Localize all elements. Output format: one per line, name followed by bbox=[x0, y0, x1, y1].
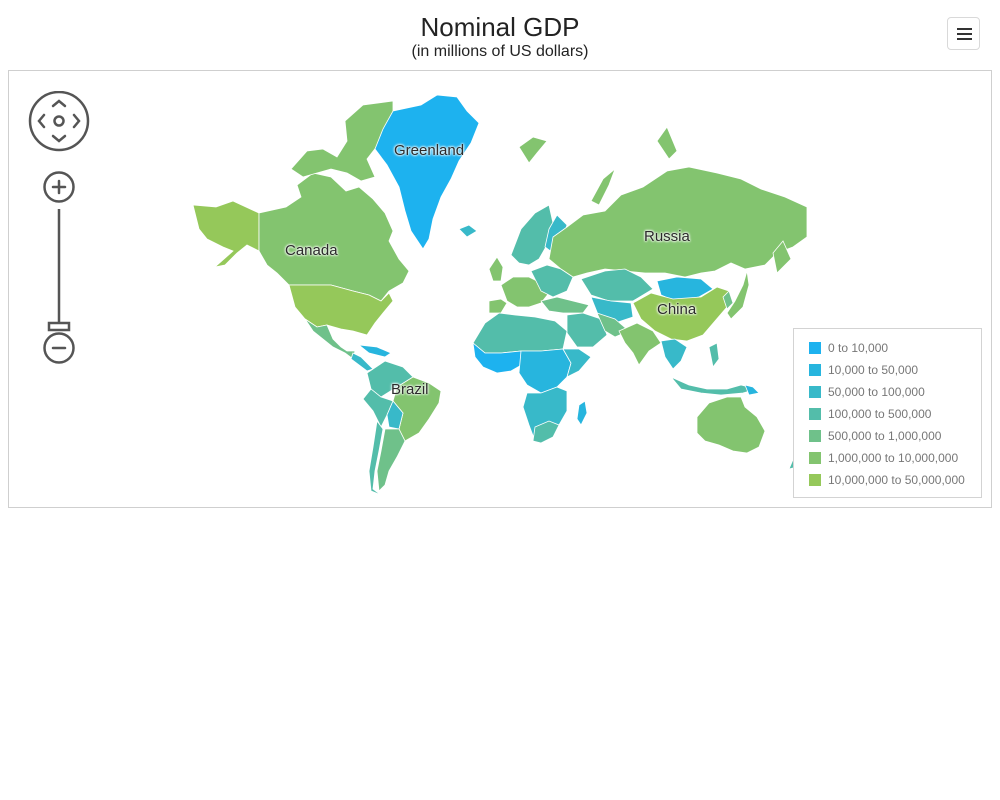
region-korea[interactable] bbox=[722, 290, 734, 310]
plus-icon bbox=[51, 179, 67, 195]
region-west-africa[interactable] bbox=[472, 342, 526, 374]
legend-swatch bbox=[809, 386, 821, 398]
legend-swatch bbox=[809, 342, 821, 354]
region-alaska[interactable] bbox=[192, 200, 260, 268]
region-uk[interactable] bbox=[488, 256, 504, 282]
region-indonesia[interactable] bbox=[670, 376, 759, 396]
label-russia: Russia bbox=[644, 228, 690, 245]
region-madagascar[interactable] bbox=[576, 400, 588, 426]
region-mexico[interactable] bbox=[304, 318, 356, 360]
legend-swatch bbox=[809, 408, 821, 420]
label-greenland: Greenland bbox=[394, 142, 465, 159]
region-peru[interactable] bbox=[362, 388, 394, 428]
legend-swatch bbox=[809, 430, 821, 442]
region-china[interactable] bbox=[632, 286, 730, 342]
region-canada[interactable] bbox=[258, 172, 410, 302]
region-svalbard[interactable] bbox=[518, 136, 548, 164]
region-southeast-asia[interactable] bbox=[660, 338, 688, 370]
region-caribbean[interactable] bbox=[357, 344, 392, 358]
region-north-africa[interactable] bbox=[472, 312, 568, 354]
region-argentina[interactable] bbox=[376, 428, 406, 492]
region-arctic-islands[interactable] bbox=[290, 100, 394, 182]
zoom-in-button[interactable] bbox=[43, 171, 75, 203]
region-middle-east[interactable] bbox=[566, 312, 608, 348]
label-china: China bbox=[657, 301, 697, 318]
region-central-america[interactable] bbox=[350, 352, 374, 372]
map-subtitle: (in millions of US dollars) bbox=[411, 43, 589, 60]
hamburger-menu-icon bbox=[957, 28, 972, 30]
region-iceland[interactable] bbox=[458, 224, 478, 238]
region-chile[interactable] bbox=[368, 419, 384, 496]
label-brazil: Brazil bbox=[391, 381, 429, 398]
world-map[interactable] bbox=[9, 71, 991, 507]
region-scandinavia[interactable] bbox=[510, 204, 554, 266]
region-india[interactable] bbox=[618, 322, 662, 366]
pan-control[interactable] bbox=[28, 91, 92, 155]
pan-arrows-icon bbox=[37, 99, 81, 143]
region-australia[interactable] bbox=[696, 396, 766, 454]
region-greenland[interactable] bbox=[374, 94, 480, 250]
region-novaya-zemlya[interactable] bbox=[590, 167, 616, 206]
region-russia[interactable] bbox=[548, 166, 808, 278]
region-iberia[interactable] bbox=[488, 298, 508, 314]
map-container[interactable] bbox=[8, 70, 992, 508]
legend-swatch bbox=[809, 474, 821, 486]
region-arctic-russia[interactable] bbox=[656, 126, 678, 160]
region-balkans-turkey[interactable] bbox=[540, 296, 590, 314]
map-legend: 0 to 10,000 10,000 to 50,000 50,000 to 1… bbox=[793, 328, 982, 498]
region-eastern-europe[interactable] bbox=[530, 264, 574, 298]
region-kamchatka[interactable] bbox=[772, 240, 792, 274]
legend-swatch bbox=[809, 452, 821, 464]
legend-swatch bbox=[809, 364, 821, 376]
region-kazakhstan[interactable] bbox=[580, 268, 654, 302]
region-central-africa[interactable] bbox=[518, 348, 572, 394]
zoom-control[interactable] bbox=[42, 171, 76, 367]
region-bolivia[interactable] bbox=[386, 400, 404, 430]
menu-button[interactable] bbox=[947, 17, 980, 50]
zoom-slider-handle[interactable] bbox=[47, 321, 71, 332]
zoom-out-button[interactable] bbox=[43, 332, 75, 364]
region-japan[interactable] bbox=[726, 270, 750, 320]
region-south-africa[interactable] bbox=[532, 420, 560, 444]
label-canada: Canada bbox=[285, 242, 338, 259]
region-western-europe[interactable] bbox=[500, 276, 550, 308]
map-title: Nominal GDP bbox=[420, 12, 580, 42]
region-papua[interactable] bbox=[744, 384, 760, 396]
region-east-africa[interactable] bbox=[562, 348, 592, 378]
region-philippines[interactable] bbox=[708, 342, 720, 368]
